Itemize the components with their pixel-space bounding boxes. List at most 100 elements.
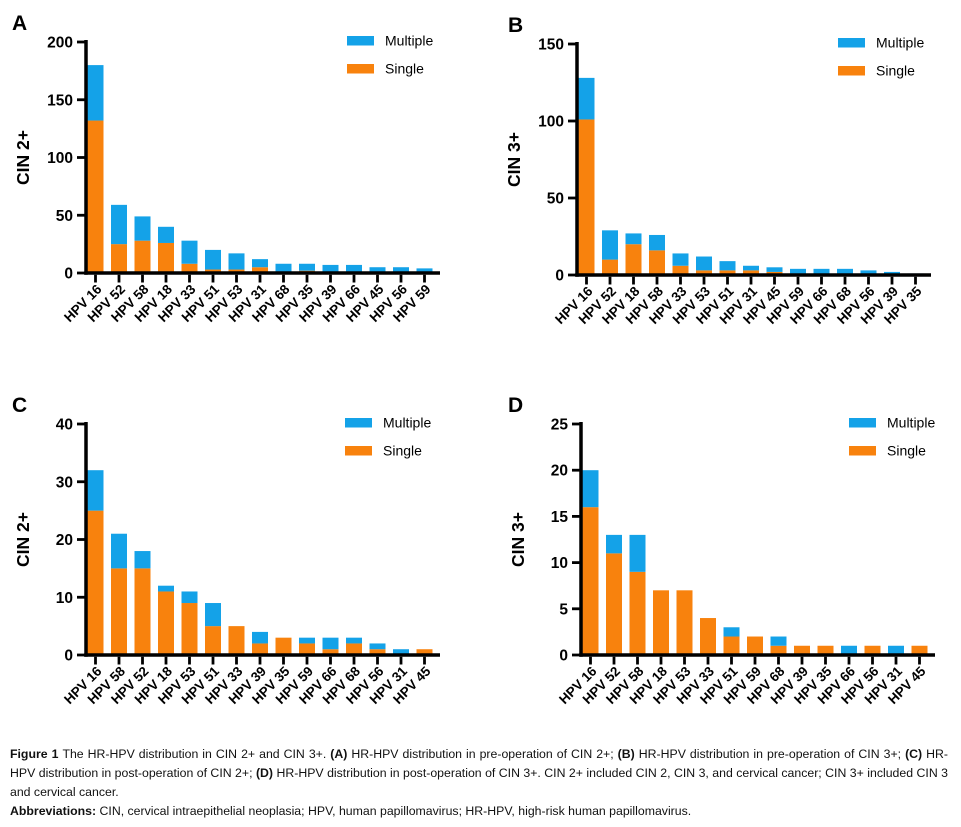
bar-single-hpv-51 [205,626,221,655]
bar-multiple-hpv-66 [346,264,362,273]
y-axis-title: CIN 3+ [504,132,524,187]
bar-multiple-hpv-59 [416,268,433,273]
bar-multiple-hpv-52 [111,204,127,245]
bar-single-hpv-58 [649,250,665,275]
y-tick-label: 0 [64,266,73,283]
bar-multiple-hpv-33 [181,240,198,264]
bar-multiple-hpv-59 [299,637,315,644]
bar-single-hpv-56 [864,645,881,655]
bar-multiple-hpv-31 [393,649,409,655]
bar-single-hpv-66 [322,649,339,655]
bar-multiple-hpv-68 [837,268,853,275]
legend-label-multiple: Multiple [887,415,935,431]
bar-multiple-hpv-68 [770,636,787,646]
bar-single-hpv-53 [696,270,712,275]
bar-multiple-hpv-56 [393,267,409,272]
bar-multiple-hpv-16 [582,470,599,508]
bar-multiple-hpv-68 [346,637,362,644]
bar-single-hpv-53 [676,590,693,655]
panel-letter: A [12,12,27,35]
bar-single-hpv-33 [700,618,716,655]
y-tick-label: 0 [555,268,564,285]
bar-multiple-hpv-39 [252,631,268,644]
caption-run: CIN, cervical intraepithelial neoplasia;… [99,804,692,819]
bar-multiple-hpv-53 [228,253,245,270]
bar-multiple-hpv-39 [322,264,339,273]
bar-single-hpv-18 [625,244,642,275]
panel-c: 0 10 20 30 40 HPV 16 HPV 58 HPV 52 HPV 18 HPV 53 H… [0,382,480,745]
bar-single-hpv-58 [134,240,151,273]
y-tick-label: 100 [47,150,73,167]
bar-single-hpv-33 [228,626,245,655]
bar-multiple-hpv-45 [369,267,386,272]
caption-run: HR-HPV distribution in pre-operation of … [347,747,618,761]
bar-single-hpv-59 [747,636,763,655]
y-tick-label: 15 [551,509,569,526]
panel-letter: B [508,14,523,37]
y-tick-label: 150 [538,37,564,54]
legend-swatch-multiple [347,36,374,46]
caption-run: HR-HPV distribution in pre-operation of … [634,747,906,761]
legend-label-multiple: Multiple [876,35,924,51]
bar-single-hpv-52 [602,259,618,275]
bar-single-hpv-33 [672,265,689,275]
panel-a: 0 50 100 150 200 HPV 16 HPV 52 HPV 58 HPV 18 HPV … [0,0,480,372]
caption-run-bold: (A) [330,747,348,761]
bar-single-hpv-68 [346,643,362,655]
y-tick-label: 30 [56,474,73,491]
legend-swatch-multiple [838,38,865,48]
caption-run-bold: (D) [255,766,274,781]
bar-single-hpv-58 [629,571,646,655]
panel-d: 0 5 10 15 20 25 HPV 16 HPV 52 HPV 58 HPV 18 HPV 53… [481,382,961,745]
bar-single-hpv-31 [743,270,759,275]
bar-single-hpv-51 [723,636,740,655]
bar-multiple-hpv-18 [625,233,642,245]
caption-run: The HR-HPV distribution in CIN 2+ and CI… [62,747,331,761]
y-tick-label: 10 [551,555,568,572]
bar-single-hpv-45 [416,649,433,655]
panel-letter: D [508,394,523,417]
bar-single-hpv-52 [134,568,151,655]
bar-single-hpv-53 [181,603,198,655]
legend-label-multiple: Multiple [385,33,433,49]
bar-single-hpv-18 [158,591,174,655]
bar-multiple-hpv-53 [696,256,712,271]
bar-multiple-hpv-66 [322,637,339,650]
bar-multiple-hpv-53 [181,591,198,604]
legend-swatch-single [838,66,865,76]
bar-single-hpv-59 [299,643,315,655]
legend-label-single: Single [876,63,915,79]
bar-multiple-hpv-52 [602,230,618,260]
bar-multiple-hpv-51 [205,603,221,627]
legend-label-single: Single [887,443,926,459]
legend-label-single: Single [383,443,422,459]
bar-single-hpv-35 [275,637,292,655]
legend-swatch-multiple [849,418,876,428]
bar-multiple-hpv-58 [649,234,665,251]
bar-multiple-hpv-35 [299,263,315,271]
figure-caption-main: Figure 1 The HR-HPV distribution in CIN … [10,745,948,802]
bar-single-hpv-68 [770,645,787,655]
caption-run: HR-HPV distribution in post-operation of… [10,747,949,781]
bar-multiple-hpv-18 [158,585,174,592]
bar-multiple-hpv-31 [743,265,759,271]
caption-run-bold: Figure 1 [10,747,63,761]
bar-single-hpv-31 [252,267,268,273]
bar-single-hpv-45 [911,645,928,655]
panel-letter: C [12,394,27,417]
y-tick-label: 0 [559,648,568,665]
y-tick-label: 0 [64,648,73,665]
y-tick-label: 20 [551,463,568,480]
panel-b: 0 50 100 150 HPV 16 HPV 52 HPV 18 HPV 58 HPV 33 H… [481,2,961,374]
bar-multiple-hpv-58 [111,533,127,569]
y-axis-title: CIN 2+ [13,512,33,567]
bar-multiple-hpv-16 [87,470,104,511]
bar-single-hpv-16 [582,507,599,655]
y-axis-title: CIN 3+ [508,512,528,567]
bar-single-hpv-51 [719,270,736,275]
bar-single-hpv-39 [252,643,268,655]
y-tick-label: 100 [538,114,564,131]
